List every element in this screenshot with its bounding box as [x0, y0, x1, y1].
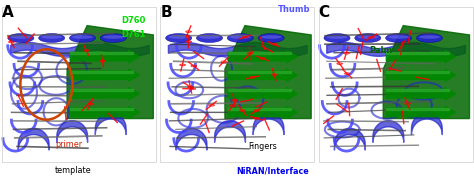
Ellipse shape	[388, 35, 409, 39]
FancyArrow shape	[386, 106, 456, 119]
Ellipse shape	[103, 35, 124, 39]
Text: B: B	[160, 5, 172, 20]
Ellipse shape	[258, 33, 284, 43]
Text: C: C	[319, 5, 329, 20]
Text: NiRAN/Interface: NiRAN/Interface	[236, 166, 309, 175]
Polygon shape	[67, 26, 153, 119]
Bar	[2, 7, 156, 162]
Text: A: A	[2, 5, 14, 20]
FancyArrow shape	[70, 106, 139, 119]
FancyArrow shape	[228, 50, 297, 63]
Text: Palm: Palm	[370, 46, 393, 55]
Ellipse shape	[357, 35, 378, 39]
FancyArrow shape	[386, 50, 456, 63]
Ellipse shape	[38, 33, 65, 43]
Text: primer: primer	[55, 140, 82, 149]
Ellipse shape	[8, 33, 34, 43]
Ellipse shape	[10, 35, 31, 39]
Text: Thumb: Thumb	[278, 5, 310, 14]
FancyArrow shape	[386, 69, 456, 81]
Ellipse shape	[261, 35, 282, 39]
Ellipse shape	[355, 33, 381, 43]
Ellipse shape	[100, 33, 127, 43]
Ellipse shape	[196, 33, 223, 43]
FancyArrow shape	[70, 69, 139, 81]
Ellipse shape	[199, 35, 220, 39]
Bar	[319, 7, 473, 162]
FancyArrow shape	[228, 69, 297, 81]
FancyArrow shape	[386, 88, 456, 100]
Ellipse shape	[385, 33, 412, 43]
Ellipse shape	[419, 35, 440, 39]
Ellipse shape	[230, 35, 251, 39]
FancyArrow shape	[70, 50, 139, 63]
FancyArrow shape	[228, 106, 297, 119]
Ellipse shape	[416, 33, 443, 43]
FancyArrow shape	[228, 88, 297, 100]
Ellipse shape	[69, 33, 96, 43]
Polygon shape	[225, 26, 311, 119]
Polygon shape	[383, 26, 469, 119]
Text: D760: D760	[121, 16, 145, 25]
Text: Fingers: Fingers	[249, 142, 277, 151]
Bar	[319, 7, 473, 162]
Ellipse shape	[227, 33, 254, 43]
Ellipse shape	[72, 35, 93, 39]
Bar	[160, 7, 314, 162]
Ellipse shape	[41, 35, 62, 39]
Ellipse shape	[168, 35, 189, 39]
Ellipse shape	[324, 33, 350, 43]
FancyArrow shape	[70, 88, 139, 100]
Ellipse shape	[165, 33, 192, 43]
Ellipse shape	[327, 35, 347, 39]
Bar	[160, 7, 314, 162]
Text: template: template	[55, 166, 92, 175]
Bar	[2, 7, 156, 162]
Text: D761: D761	[121, 30, 146, 39]
